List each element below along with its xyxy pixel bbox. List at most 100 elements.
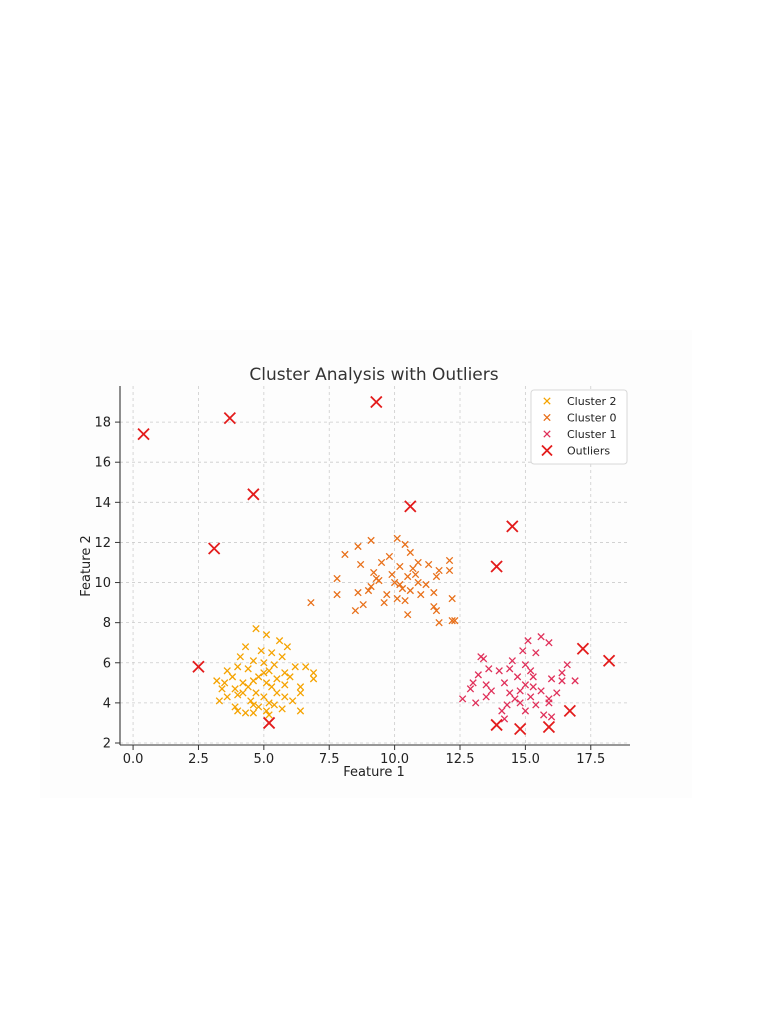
data-point (356, 560, 365, 569)
data-point (234, 691, 242, 699)
grid (120, 386, 630, 745)
data-point (309, 669, 318, 677)
data-point (521, 707, 530, 715)
outlier-point (506, 520, 519, 533)
data-point (526, 667, 535, 675)
series-cluster-1 (458, 633, 579, 723)
data-point (521, 661, 530, 669)
outlier-point (490, 560, 503, 573)
y-tick-label: 4 (103, 696, 111, 711)
y-tick-label: 14 (94, 496, 111, 511)
data-point (273, 689, 281, 697)
data-point (537, 687, 545, 695)
data-point (479, 655, 488, 663)
data-point (472, 699, 480, 707)
outlier-point (514, 722, 527, 736)
data-point (526, 693, 535, 701)
data-point (341, 550, 349, 559)
data-point (296, 707, 305, 715)
data-point (278, 705, 286, 713)
data-point (220, 679, 229, 687)
outlier-point (223, 411, 236, 425)
data-point (409, 564, 417, 573)
data-point (404, 610, 412, 619)
outlier-point (208, 542, 221, 555)
outlier-point (404, 500, 417, 513)
axes: 0.0 2.5 5.0 7.5 10.0 12.5 15.0 17.5 2 4 6 8 10 12 14 16… (94, 386, 630, 767)
data-point (451, 616, 459, 625)
data-point (508, 657, 516, 665)
data-point (367, 536, 375, 545)
data-point (215, 697, 224, 705)
y-tick-label: 18 (94, 416, 111, 431)
data-point (563, 661, 571, 669)
data-point (524, 637, 532, 645)
data-point (495, 667, 503, 675)
data-point (231, 685, 239, 693)
data-point (448, 594, 456, 603)
series-cluster-2 (213, 625, 318, 719)
data-point (558, 677, 566, 685)
data-point (540, 711, 548, 719)
data-point (424, 560, 433, 569)
data-point (393, 534, 401, 543)
data-point (430, 588, 438, 597)
data-point (223, 693, 231, 701)
data-point (458, 695, 467, 703)
data-point (249, 709, 258, 717)
data-point (260, 693, 268, 701)
data-point (228, 673, 237, 681)
x-tick-label: 0.0 (123, 752, 144, 767)
data-point (411, 570, 420, 579)
data-point (547, 675, 556, 683)
x-axis-label: Feature 1 (343, 765, 405, 780)
data-point (234, 707, 242, 715)
data-point (545, 639, 553, 647)
outlier-point (137, 427, 150, 441)
data-point (482, 693, 490, 701)
data-point (273, 675, 281, 683)
data-point (354, 588, 362, 597)
data-point (529, 673, 537, 681)
y-axis-label: Feature 2 (79, 535, 94, 597)
data-point (469, 679, 477, 687)
data-point (445, 556, 454, 565)
outlier-point (370, 395, 383, 409)
data-point (498, 707, 506, 715)
data-point (262, 679, 271, 687)
data-point (406, 548, 414, 557)
data-point (231, 703, 239, 711)
data-point (236, 653, 244, 661)
y-tick-label: 12 (94, 536, 111, 551)
data-point (532, 649, 540, 657)
data-point (291, 663, 299, 671)
data-point (553, 689, 561, 697)
legend-label: Cluster 1 (567, 428, 617, 441)
data-point (432, 572, 441, 581)
y-tick-label: 10 (94, 576, 111, 591)
data-point (422, 580, 430, 589)
data-point (333, 574, 341, 583)
data-point (265, 711, 273, 719)
outlier-point (490, 718, 503, 732)
chart-title: Cluster Analysis with Outliers (249, 365, 498, 385)
data-point (213, 677, 221, 685)
data-point (474, 671, 482, 679)
legend: Cluster 2 Cluster 0 Cluster 1 Outliers (530, 389, 628, 465)
outlier-point (563, 704, 576, 718)
data-point (485, 665, 493, 673)
data-point (309, 675, 318, 683)
data-point (241, 709, 250, 717)
data-point (223, 667, 231, 675)
data-layer (137, 395, 616, 736)
data-point (262, 707, 271, 715)
data-point (249, 701, 258, 709)
data-point (435, 618, 443, 627)
data-point (249, 657, 258, 665)
data-point (558, 669, 566, 677)
data-point (218, 685, 226, 693)
data-point (383, 590, 391, 599)
data-point (252, 625, 260, 633)
data-point (487, 687, 496, 695)
